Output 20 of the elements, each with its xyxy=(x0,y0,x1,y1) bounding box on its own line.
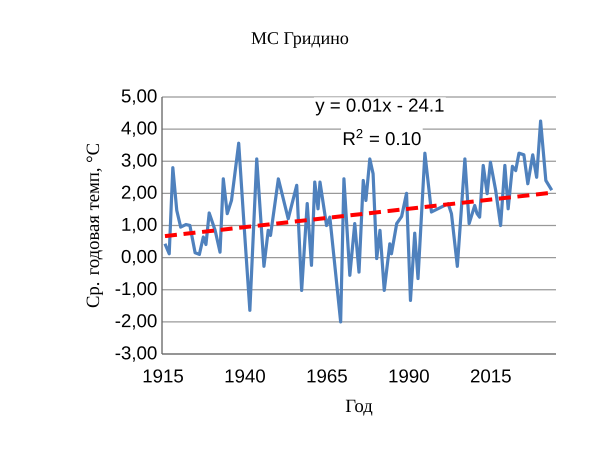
y-tick-label: -2,00 xyxy=(116,314,157,330)
y-tick-label: 1,00 xyxy=(122,218,157,234)
x-tick-label: 2015 xyxy=(470,369,511,383)
y-axis-title: Ср. годовая темп, °C xyxy=(86,144,103,308)
chart-title: МС Гридино xyxy=(252,32,348,48)
y-tick-label: 5,00 xyxy=(122,89,157,105)
x-axis-title: Год xyxy=(346,400,372,416)
y-tick-label: -1,00 xyxy=(116,282,157,298)
x-tick-label: 1940 xyxy=(226,369,265,383)
y-tick-label: 2,00 xyxy=(122,186,157,202)
x-tick-label: 1915 xyxy=(144,369,183,383)
x-tick-label: 1990 xyxy=(389,369,429,383)
y-tick-label: 0,00 xyxy=(122,250,157,266)
y-tick-label: 3,00 xyxy=(122,154,157,169)
y-tick-label: -3,00 xyxy=(116,346,157,362)
annotation: y = 0.01x - 24.1 xyxy=(315,98,444,116)
x-tick-label: 1965 xyxy=(308,369,347,383)
y-tick-label: 4,00 xyxy=(121,121,157,137)
annotation: R$^{2}$ = 0.10 xyxy=(344,128,421,146)
line-series xyxy=(163,119,554,324)
